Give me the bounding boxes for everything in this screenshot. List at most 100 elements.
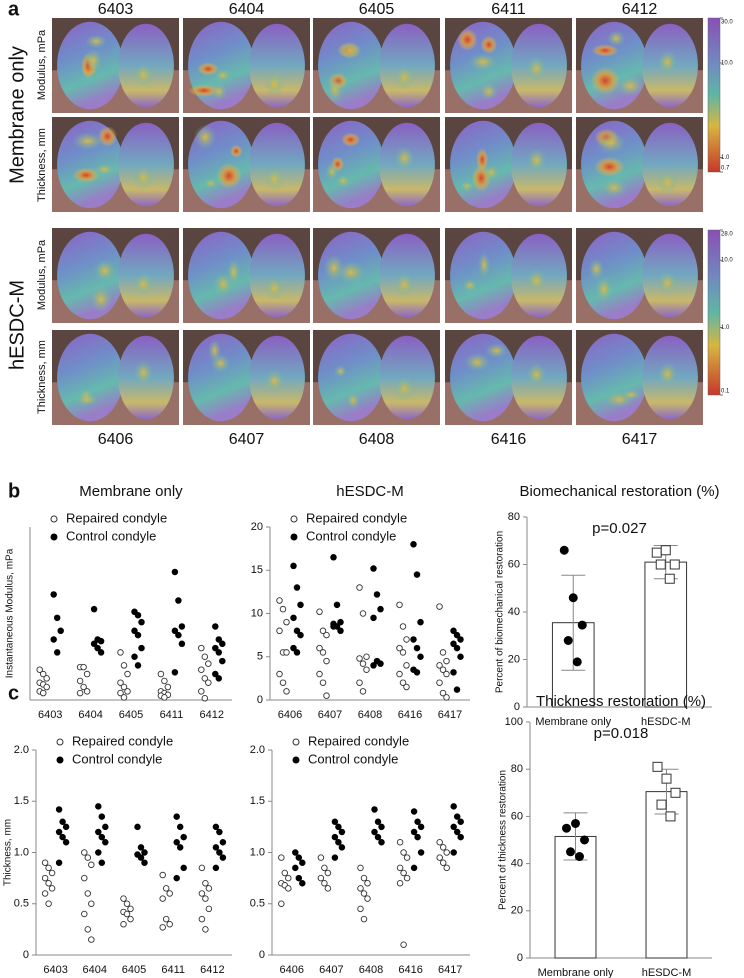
- x-tick-label: 6417: [438, 964, 462, 976]
- data-point: [403, 636, 410, 643]
- data-point: [276, 670, 283, 678]
- data-point: [205, 905, 213, 913]
- data-point: [216, 849, 223, 856]
- data-point: [175, 631, 182, 639]
- hotspot: [485, 343, 508, 359]
- data-point: [215, 649, 223, 656]
- data-point: [414, 833, 421, 841]
- data-point: [95, 803, 102, 810]
- specimen-id: 6404: [229, 1, 265, 18]
- data-point: [319, 679, 327, 686]
- data-point: [295, 874, 303, 882]
- data-point: [450, 803, 457, 810]
- data-point: [370, 614, 377, 622]
- data-point: [83, 670, 91, 678]
- data-point: [83, 688, 91, 695]
- condyle: [318, 120, 385, 209]
- legend-label: Repaired condyle: [308, 733, 409, 748]
- data-point: [664, 573, 675, 584]
- data-point: [50, 591, 57, 598]
- data-point: [120, 662, 128, 669]
- y-tick-label: 0.5: [250, 898, 265, 910]
- data-point: [330, 554, 337, 561]
- data-point: [76, 677, 84, 685]
- hotspot: [264, 369, 285, 394]
- data-point: [276, 627, 283, 635]
- data-point: [399, 649, 407, 656]
- x-tick-label: 6406: [280, 964, 304, 976]
- data-point: [117, 679, 124, 686]
- data-point: [297, 631, 304, 639]
- data-point: [216, 828, 223, 836]
- hotspot: [133, 165, 154, 190]
- data-point: [215, 675, 223, 682]
- data-point: [330, 623, 337, 630]
- colorbar-tick-label: 30.0: [721, 20, 733, 26]
- condyle: [249, 23, 305, 108]
- data-point: [661, 773, 672, 784]
- data-point: [410, 636, 417, 643]
- panel-label: c: [8, 682, 19, 704]
- data-point: [337, 618, 344, 626]
- data-point: [198, 864, 206, 872]
- hotspot: [526, 148, 547, 173]
- hotspot: [477, 251, 491, 279]
- data-point: [138, 644, 145, 652]
- data-point: [45, 900, 52, 908]
- data-point: [566, 847, 575, 857]
- data-point: [90, 640, 98, 648]
- data-point: [141, 859, 148, 867]
- hotspot: [468, 52, 498, 72]
- condyle: [581, 333, 648, 422]
- data-point: [439, 689, 447, 697]
- data-point: [48, 885, 56, 892]
- data-point: [97, 649, 105, 656]
- y-tick-label: 40: [511, 858, 523, 870]
- data-point: [202, 880, 209, 887]
- data-point: [219, 640, 226, 648]
- data-point: [285, 885, 292, 892]
- data-point: [292, 849, 299, 856]
- data-point: [278, 900, 285, 908]
- data-point: [293, 584, 301, 591]
- hotspot: [133, 63, 154, 88]
- legend-label: Repaired condyle: [72, 733, 173, 748]
- hotspot: [193, 124, 217, 150]
- data-point: [378, 823, 385, 831]
- data-point: [159, 895, 166, 902]
- y-tick-label: 20: [251, 521, 263, 533]
- hotspot: [526, 362, 547, 387]
- data-point: [319, 627, 327, 635]
- data-point: [283, 649, 290, 656]
- hotspot: [334, 365, 347, 378]
- data-point: [338, 844, 346, 851]
- hotspot: [93, 259, 116, 283]
- data-point: [81, 849, 88, 856]
- row-label: Thickness, mm: [36, 128, 48, 202]
- data-point: [338, 828, 346, 836]
- data-point: [81, 910, 88, 918]
- data-point: [50, 636, 57, 643]
- data-point: [95, 849, 102, 856]
- data-point: [59, 833, 66, 841]
- data-point: [335, 823, 342, 831]
- data-point: [575, 852, 584, 862]
- hotspot: [657, 170, 678, 195]
- data-point: [127, 905, 134, 913]
- data-point: [76, 689, 84, 697]
- row-label: Thickness, mm: [36, 340, 48, 414]
- specimen-id: 6407: [229, 431, 265, 448]
- data-point: [337, 627, 344, 635]
- hotspot: [197, 62, 219, 76]
- x-tick-label: hESDC-M: [642, 967, 692, 978]
- legend-marker: [290, 533, 298, 541]
- data-point: [62, 823, 70, 831]
- hotspot: [394, 65, 415, 90]
- data-point: [413, 571, 421, 578]
- data-point: [436, 662, 443, 669]
- data-point: [364, 895, 371, 902]
- data-point: [157, 670, 165, 678]
- data-point: [331, 854, 339, 861]
- data-point: [453, 686, 461, 693]
- y-tick-label: 1.5: [250, 795, 265, 807]
